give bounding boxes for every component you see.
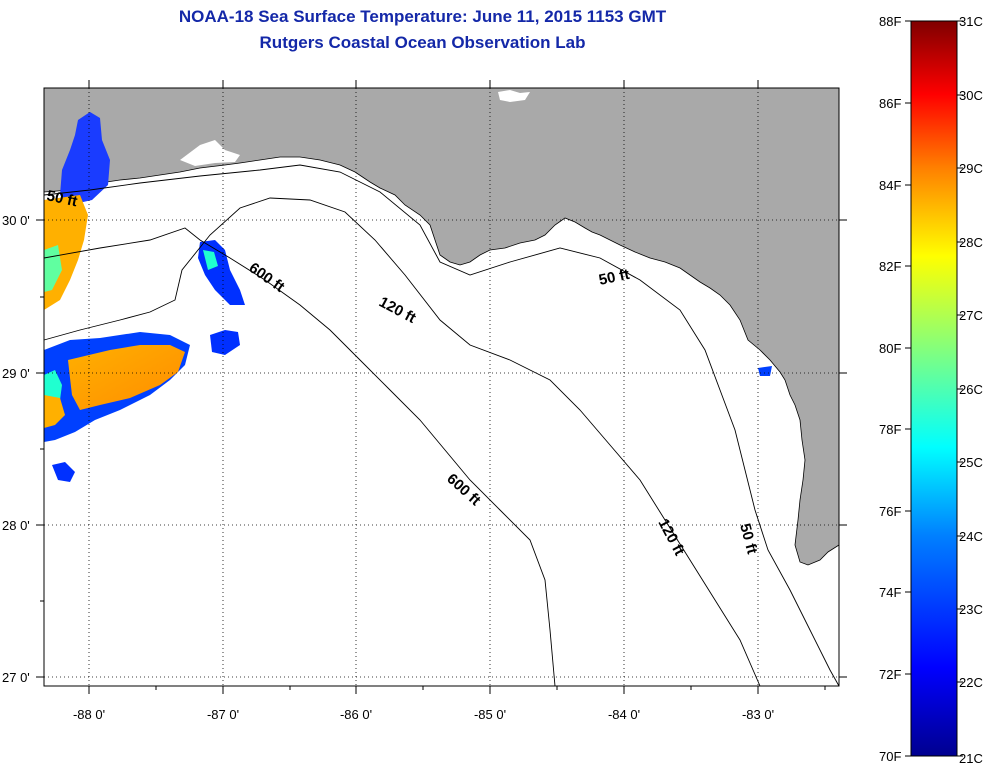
depth-contours: [43, 164, 840, 687]
contour-50ft: [43, 164, 840, 687]
inland-water: [498, 90, 530, 102]
bay: [180, 140, 240, 166]
colorbar-f-label: 74F: [879, 585, 901, 600]
colorbar-c-label: 31C: [959, 14, 983, 29]
contour-label: 50 ft: [597, 266, 631, 289]
lon-label: -88 0': [73, 707, 105, 722]
map-subtitle: Rutgers Coastal Ocean Observation Lab: [259, 33, 586, 52]
graticule: [44, 88, 839, 686]
lon-label: -86 0': [340, 707, 372, 722]
land-area: [43, 87, 840, 566]
colorbar-c-label: 29C: [959, 161, 983, 176]
map-title: NOAA-18 Sea Surface Temperature: June 11…: [178, 7, 667, 26]
colorbar-f-label: 72F: [879, 667, 901, 682]
colorbar-f-label: 86F: [879, 96, 901, 111]
colorbar-c-label: 27C: [959, 308, 983, 323]
colorbar-c-label: 30C: [959, 88, 983, 103]
colorbar-c-label: 26C: [959, 382, 983, 397]
map-ticks: [36, 80, 847, 694]
colorbar-f-label: 88F: [879, 14, 901, 29]
colorbar-f-label: 82F: [879, 259, 901, 274]
colorbar-c-label: 21C: [959, 751, 983, 766]
colorbar-c-label: 28C: [959, 235, 983, 250]
colorbar-ticks: [905, 20, 963, 757]
colorbar: [910, 20, 958, 757]
colorbar-f-label: 78F: [879, 422, 901, 437]
lon-label: -84 0': [608, 707, 640, 722]
colorbar-f-label: 76F: [879, 504, 901, 519]
colorbar-f-label: 80F: [879, 341, 901, 356]
colorbar-c-label: 22C: [959, 675, 983, 690]
contour-600ft: [43, 227, 556, 687]
colorbar-f-label: 70F: [879, 749, 901, 764]
contour-label: 50 ft: [45, 187, 79, 210]
lat-label: 29 0': [2, 366, 30, 381]
lat-label: 30 0': [2, 213, 30, 228]
lon-label: -83 0': [742, 707, 774, 722]
colorbar-c-label: 23C: [959, 602, 983, 617]
contour-120ft: [43, 197, 761, 687]
colorbar-f-label: 84F: [879, 178, 901, 193]
colorbar-c-label: 24C: [959, 529, 983, 544]
colorbar-c-label: 25C: [959, 455, 983, 470]
map-frame: [43, 87, 840, 687]
lon-label: -85 0': [474, 707, 506, 722]
lat-label: 27 0': [2, 670, 30, 685]
lon-label: -87 0': [207, 707, 239, 722]
lat-label: 28 0': [2, 518, 30, 533]
